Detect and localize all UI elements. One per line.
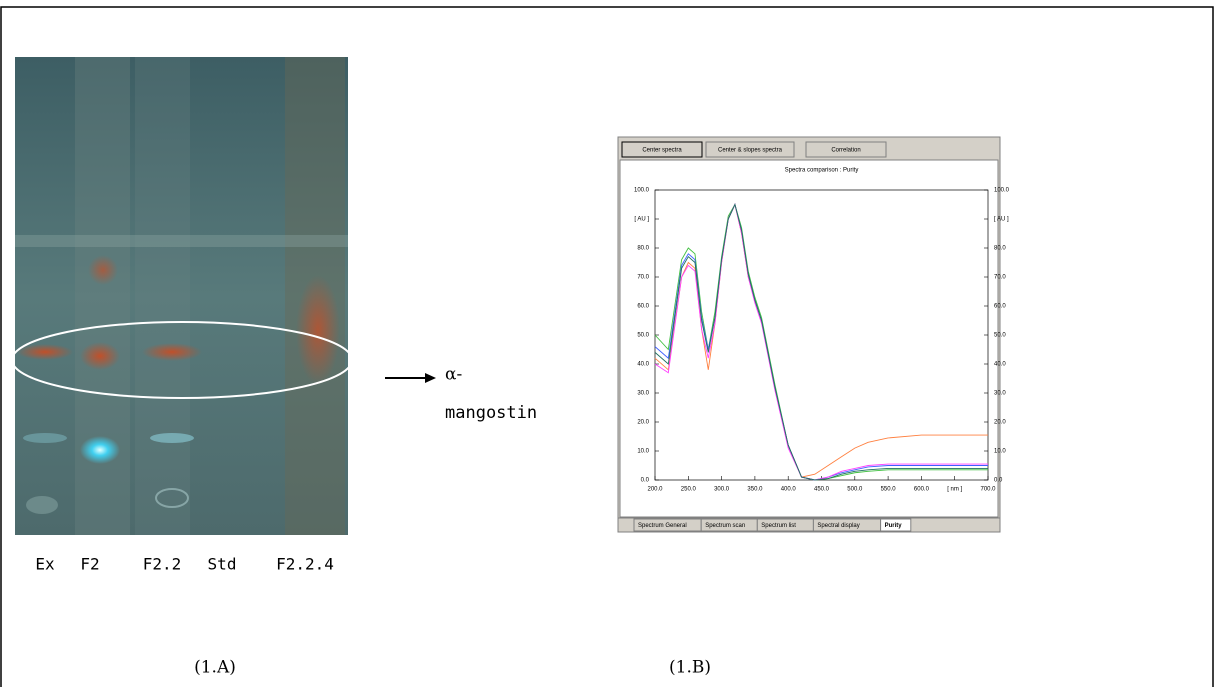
chart-title: Spectra comparison : Purity <box>785 168 859 174</box>
y-tick-label: 20.0 <box>637 420 649 426</box>
y2-tick-label: 10.0 <box>994 449 1006 455</box>
button[interactable] <box>705 141 795 158</box>
y2-tick-label: 100.0 <box>994 188 1010 194</box>
x-tick-label: 450.0 <box>814 487 830 493</box>
y-tick-label: 30.0 <box>637 391 649 397</box>
y-tick-label: 80.0 <box>637 246 649 252</box>
y2-tick-label: 70.0 <box>994 275 1006 281</box>
x-tick-label: 550.0 <box>881 487 897 493</box>
y-tick-label: 50.0 <box>637 333 649 339</box>
button[interactable] <box>805 141 887 158</box>
software-window: Center spectra Center & slopes spectra Cor… <box>617 136 1010 533</box>
y-tick-label: 40.0 <box>637 362 649 368</box>
panel-label: (1.B) <box>669 658 711 678</box>
tab-label[interactable]: Spectral display <box>817 523 859 529</box>
tab-label[interactable]: Purity <box>885 523 903 529</box>
tlc-plate <box>11 57 353 535</box>
button-label[interactable]: Center & slopes spectra <box>718 148 783 154</box>
x-tick-label: 400.0 <box>781 487 797 493</box>
y-tick-label: 10.0 <box>637 449 649 455</box>
y-tick-label: 0.0 <box>641 478 650 484</box>
y-tick-label: 100.0 <box>634 188 650 194</box>
panel-label: (1.A) <box>194 658 236 678</box>
arrow-head <box>425 373 436 383</box>
x-tick-label: [ nm ] <box>947 487 962 493</box>
y2-tick-label: 80.0 <box>994 246 1006 252</box>
y2-tick-label: 50.0 <box>994 333 1006 339</box>
spectrum-line <box>654 203 988 481</box>
spectrum-line <box>654 203 988 481</box>
x-tick-label: 200.0 <box>647 487 663 493</box>
y2-tick-label: 30.0 <box>994 391 1006 397</box>
lane-label: Ex <box>35 555 55 574</box>
y-tick-label: [ AU ] <box>634 217 649 223</box>
y2-tick-label: [ AU ] <box>994 217 1009 223</box>
lane-label: Std <box>208 555 237 574</box>
tab-label[interactable]: Spectrum General <box>638 523 687 529</box>
annotation-text: mangostin <box>445 403 537 423</box>
x-tick-label: 700.0 <box>980 487 996 493</box>
y2-tick-label: 40.0 <box>994 362 1006 368</box>
y2-tick-label: 0.0 <box>994 478 1003 484</box>
annotation-symbol: α- <box>445 365 462 385</box>
tab-label[interactable]: Spectrum scan <box>705 523 745 529</box>
button-label[interactable]: Center spectra <box>642 148 682 154</box>
spectrum-line <box>654 203 988 481</box>
y2-tick-label: 20.0 <box>994 420 1006 426</box>
x-tick-label: 300.0 <box>714 487 730 493</box>
x-tick-label: 500.0 <box>847 487 863 493</box>
frame <box>0 6 1214 687</box>
button-label[interactable]: Correlation <box>831 148 860 154</box>
lane-label: F2.2.4 <box>276 555 334 574</box>
y2-tick-label: 60.0 <box>994 304 1006 310</box>
x-tick-label: 250.0 <box>681 487 697 493</box>
lane-label: F2.2 <box>143 555 182 574</box>
x-tick-label: 600.0 <box>914 487 930 493</box>
tab-label[interactable]: Spectrum list <box>761 523 796 529</box>
y-tick-label: 70.0 <box>637 275 649 281</box>
x-tick-label: 350.0 <box>747 487 763 493</box>
lane-label: F2 <box>80 555 99 574</box>
y-tick-label: 60.0 <box>637 304 649 310</box>
tab[interactable] <box>880 518 912 532</box>
button[interactable] <box>621 141 703 158</box>
